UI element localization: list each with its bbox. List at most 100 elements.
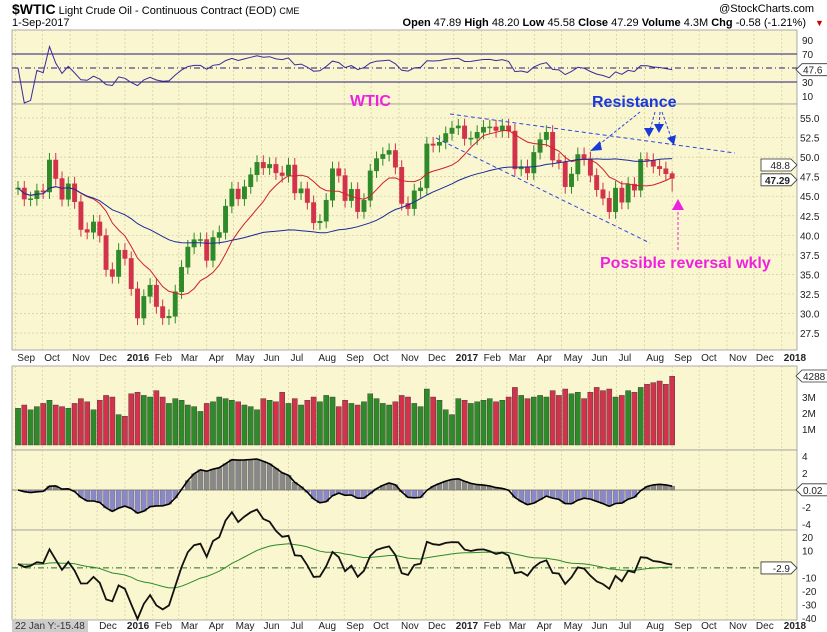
volume-bar	[329, 396, 336, 446]
macd-tick-label: -4	[802, 520, 811, 531]
lower-trendline	[435, 137, 651, 244]
rsi-tick-label: 30	[802, 78, 814, 89]
candle	[487, 126, 493, 129]
lower-signal-line	[17, 543, 673, 589]
x-tick-label: Nov	[401, 621, 419, 632]
candle	[147, 284, 153, 297]
candle	[638, 159, 644, 191]
volume-bar	[468, 403, 474, 446]
macd-histogram-bar	[266, 463, 273, 491]
candle	[663, 168, 669, 175]
volume-bar	[663, 384, 669, 446]
x-tick-label: Oct	[701, 621, 717, 632]
macd-histogram-line	[17, 458, 673, 514]
macd-histogram-bar	[222, 463, 229, 491]
macd-histogram-bar	[455, 478, 462, 491]
macd-histogram-bar	[115, 489, 122, 509]
candle	[122, 249, 128, 259]
macd-histogram-bar	[147, 489, 153, 507]
volume-bar	[619, 395, 625, 446]
volume-bar	[581, 398, 587, 446]
volume-bar	[109, 396, 116, 446]
volume-bar	[172, 398, 179, 446]
macd-tick-label: -2	[802, 503, 811, 514]
candle	[631, 183, 637, 191]
resistance-arrows	[595, 111, 673, 148]
macd-histogram-bar	[247, 459, 254, 491]
price-tick-label: 55.0	[800, 114, 820, 125]
x-tick-label: Aug	[646, 353, 664, 364]
candle	[197, 239, 203, 241]
volume-bar	[625, 390, 631, 446]
volume-bar	[65, 408, 72, 446]
candle	[103, 235, 109, 270]
volume-bar	[405, 396, 411, 446]
down-triangle-icon: ▼	[815, 18, 824, 28]
macd-histogram-bar	[273, 468, 279, 491]
x-tick-label: Aug	[318, 353, 336, 364]
volume-bar	[216, 396, 223, 446]
x-tick-label: Aug	[318, 621, 336, 632]
candle	[191, 239, 197, 248]
crosshair-readout: 22 Jan Y:-15.48	[15, 621, 85, 632]
x-tick-label: Dec	[428, 621, 446, 632]
volume-bar	[291, 398, 298, 446]
candle	[273, 164, 279, 174]
volume-bar	[185, 404, 191, 446]
volume-bar	[499, 400, 506, 446]
macd-histogram-bar	[122, 489, 128, 507]
volume-bar	[442, 409, 449, 446]
candle	[109, 269, 115, 277]
volume-bar	[279, 392, 285, 446]
macd-histogram-bar	[103, 489, 109, 509]
x-tick-label: Jun	[264, 621, 280, 632]
x-tick-label: Mar	[181, 621, 199, 632]
candle	[223, 205, 229, 233]
x-tick-label: Nov	[72, 353, 90, 364]
price-tick-label: 50.0	[800, 153, 820, 164]
macd-histogram-bar	[141, 489, 147, 512]
macd-histogram-bar	[229, 459, 235, 491]
candle	[317, 220, 323, 224]
volume-bar	[606, 388, 613, 446]
candle	[430, 143, 436, 146]
x-tick-label: Dec	[756, 353, 774, 364]
volume-bar	[254, 409, 260, 446]
macd-histogram-bar	[128, 489, 134, 509]
volume-bar	[266, 400, 273, 446]
volume-bar	[40, 403, 46, 446]
macd-histogram-bar	[556, 489, 562, 500]
x-tick-label: Sep	[674, 353, 692, 364]
macd-histogram-bar	[568, 489, 575, 504]
x-tick-label: Mar	[509, 621, 527, 632]
rsi-tick-label: 90	[802, 36, 814, 47]
volume-bar	[568, 393, 575, 446]
volume-bar	[210, 401, 216, 446]
candle	[355, 189, 361, 212]
macd-histogram-bar	[197, 469, 204, 491]
volume-bar	[71, 403, 78, 446]
candle	[644, 159, 650, 161]
header-title: $WTIC Light Crude Oil - Continuous Contr…	[12, 1, 299, 17]
x-tick-label: Sep	[674, 621, 692, 632]
x-tick-label: Sep	[17, 353, 35, 364]
volume-bar	[84, 401, 90, 446]
candle	[166, 316, 172, 319]
candle	[248, 174, 254, 187]
candle	[481, 126, 486, 133]
volume-bar	[348, 403, 355, 446]
candle	[229, 188, 235, 207]
candle	[311, 202, 317, 224]
volume-bar	[411, 403, 418, 446]
candle	[72, 183, 78, 203]
rsi-tick-label: 70	[802, 50, 814, 61]
header-date: 1-Sep-2017	[12, 17, 70, 29]
volume-bar	[537, 395, 543, 446]
candle	[204, 239, 210, 261]
candle	[185, 246, 191, 268]
panel-low	[11, 529, 798, 621]
candle	[587, 158, 593, 176]
macd-tick-label: 4	[802, 452, 808, 463]
macd-histogram-bar	[669, 486, 675, 491]
